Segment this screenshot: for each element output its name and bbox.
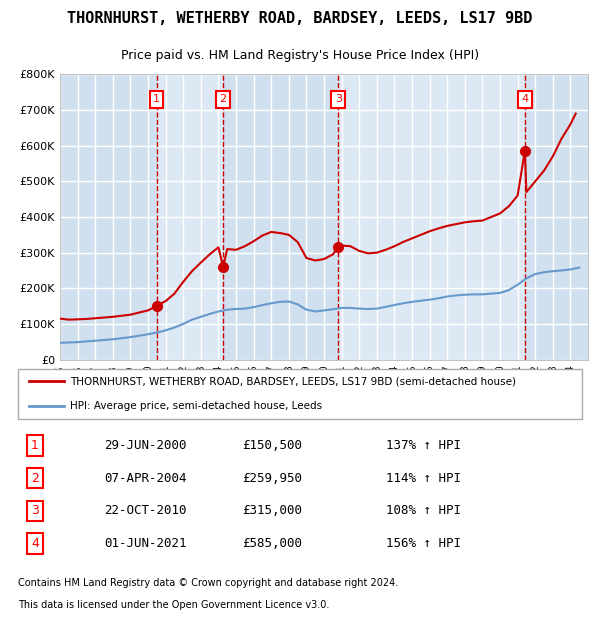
- Bar: [223, 74, 338, 360]
- Bar: [338, 74, 525, 360]
- FancyBboxPatch shape: [18, 368, 582, 419]
- Text: 29-JUN-2000: 29-JUN-2000: [104, 439, 187, 452]
- Text: 156% ↑ HPI: 156% ↑ HPI: [386, 537, 461, 550]
- Text: 1: 1: [31, 439, 39, 452]
- Bar: [157, 74, 223, 360]
- Text: 2: 2: [220, 94, 227, 104]
- Bar: [525, 74, 588, 360]
- Text: 4: 4: [31, 537, 39, 550]
- Bar: [60, 74, 157, 360]
- Text: 01-JUN-2021: 01-JUN-2021: [104, 537, 187, 550]
- Text: £585,000: £585,000: [242, 537, 302, 550]
- Text: 3: 3: [31, 505, 39, 517]
- Text: This data is licensed under the Open Government Licence v3.0.: This data is licensed under the Open Gov…: [18, 600, 329, 610]
- Text: 07-APR-2004: 07-APR-2004: [104, 472, 187, 485]
- Text: 1: 1: [153, 94, 160, 104]
- Text: Price paid vs. HM Land Registry's House Price Index (HPI): Price paid vs. HM Land Registry's House …: [121, 50, 479, 62]
- Text: THORNHURST, WETHERBY ROAD, BARDSEY, LEEDS, LS17 9BD: THORNHURST, WETHERBY ROAD, BARDSEY, LEED…: [67, 11, 533, 26]
- Text: THORNHURST, WETHERBY ROAD, BARDSEY, LEEDS, LS17 9BD (semi-detached house): THORNHURST, WETHERBY ROAD, BARDSEY, LEED…: [70, 376, 515, 386]
- Text: £150,500: £150,500: [242, 439, 302, 452]
- Text: 137% ↑ HPI: 137% ↑ HPI: [386, 439, 461, 452]
- Text: 3: 3: [335, 94, 342, 104]
- Text: Contains HM Land Registry data © Crown copyright and database right 2024.: Contains HM Land Registry data © Crown c…: [18, 578, 398, 588]
- Text: £259,950: £259,950: [242, 472, 302, 485]
- Text: 2: 2: [31, 472, 39, 485]
- Text: 108% ↑ HPI: 108% ↑ HPI: [386, 505, 461, 517]
- Text: 4: 4: [521, 94, 529, 104]
- Text: 22-OCT-2010: 22-OCT-2010: [104, 505, 187, 517]
- Text: 114% ↑ HPI: 114% ↑ HPI: [386, 472, 461, 485]
- Text: HPI: Average price, semi-detached house, Leeds: HPI: Average price, semi-detached house,…: [70, 401, 322, 411]
- Text: £315,000: £315,000: [242, 505, 302, 517]
